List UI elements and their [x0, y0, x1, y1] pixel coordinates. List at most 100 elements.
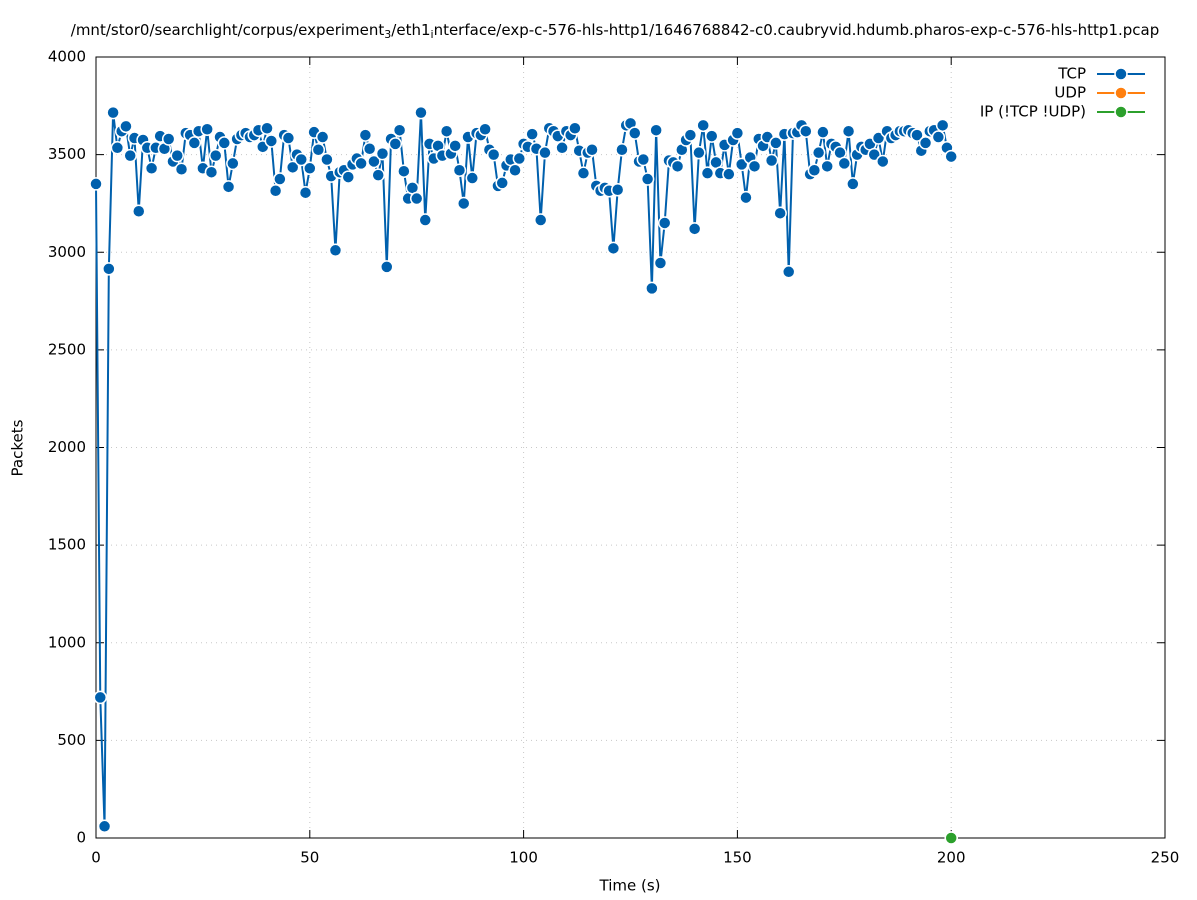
data-point [208, 148, 223, 163]
data-point [649, 123, 663, 137]
data-point [89, 177, 103, 191]
data-point [944, 831, 958, 845]
y-axis-label: Packets [9, 419, 27, 476]
data-point [119, 119, 133, 134]
series-line [95, 112, 953, 827]
data-point [508, 163, 522, 177]
plot-border [95, 56, 1166, 839]
data-point [931, 130, 946, 144]
data-point [495, 176, 509, 190]
data-point [281, 131, 296, 145]
data-point [606, 241, 621, 256]
data-point [645, 281, 659, 296]
data-point [585, 142, 599, 157]
legend-label: TCP [1057, 65, 1086, 83]
chart-title: /mnt/stor0/searchlight/corpus/experiment… [71, 21, 1159, 42]
data-point [123, 148, 137, 163]
data-point [918, 136, 933, 150]
data-point [781, 265, 796, 279]
data-point [414, 105, 428, 120]
data-point [769, 136, 783, 150]
data-point [910, 128, 924, 142]
data-point [174, 162, 189, 177]
data-point [683, 128, 698, 142]
y-tick-label: 3000 [48, 243, 86, 261]
y-tick-label: 1500 [48, 536, 86, 554]
data-point [388, 137, 403, 151]
data-point [221, 180, 236, 194]
title-subscript: 3 [384, 28, 391, 41]
data-point [93, 690, 108, 705]
x-tick-label: 250 [1151, 849, 1180, 867]
y-tick-label: 4000 [48, 48, 86, 66]
data-point [285, 160, 300, 175]
data-point [799, 124, 813, 138]
data-point [486, 147, 501, 162]
data-point [640, 172, 655, 186]
data-point [315, 130, 330, 144]
data-point [375, 146, 390, 161]
data-point [478, 122, 492, 136]
data-point [132, 204, 146, 218]
legend-label: UDP [1054, 84, 1086, 102]
data-point [358, 128, 373, 142]
x-tick-label: 150 [723, 849, 752, 867]
data-point [704, 129, 719, 143]
data-point [170, 148, 184, 163]
data-point [538, 145, 552, 160]
data-point [944, 149, 958, 164]
data-point [773, 206, 787, 220]
data-point [298, 185, 313, 200]
data-point [576, 166, 591, 180]
data-point [380, 260, 394, 274]
y-tick-label: 0 [76, 829, 86, 847]
data-point [226, 156, 240, 171]
legend-marker [1114, 67, 1128, 81]
data-point [670, 159, 685, 174]
legend-label: IP (!TCP !UDP) [980, 103, 1086, 121]
title-text: /eth1 [391, 21, 430, 39]
data-point [264, 134, 279, 148]
data-point [260, 121, 274, 136]
title-subscript: i [431, 28, 434, 41]
data-point [820, 159, 834, 174]
data-point [409, 191, 424, 206]
legend-marker [1114, 86, 1128, 100]
data-point [187, 136, 202, 150]
data-point [456, 196, 471, 211]
data-point [341, 170, 356, 184]
data-point [876, 154, 890, 169]
data-point [418, 213, 433, 227]
data-point [161, 132, 176, 146]
data-point [311, 142, 326, 157]
data-point [730, 126, 745, 140]
y-tick-label: 2500 [48, 340, 86, 358]
data-point [217, 136, 232, 150]
data-point [204, 165, 219, 179]
x-tick-label: 50 [300, 849, 319, 867]
data-point [807, 163, 822, 177]
data-point [657, 216, 672, 230]
data-point [636, 152, 651, 167]
data-point [653, 256, 668, 270]
data-point [816, 125, 830, 139]
data-point [328, 243, 343, 258]
data-point [354, 156, 368, 171]
data-point [200, 122, 214, 136]
data-point [106, 105, 120, 120]
title-text: /mnt/stor0/searchlight/corpus/experiment [71, 21, 385, 39]
data-point [392, 123, 407, 137]
data-point [525, 127, 539, 141]
x-tick-label: 100 [509, 849, 538, 867]
data-point [687, 222, 702, 236]
data-point [367, 154, 381, 169]
data-point [610, 183, 625, 197]
data-point [628, 126, 642, 140]
y-tick-label: 2000 [48, 438, 86, 456]
y-tick-label: 1000 [48, 633, 86, 651]
data-point [764, 153, 779, 168]
data-point [747, 159, 762, 174]
data-point [397, 164, 411, 178]
data-point [935, 118, 950, 133]
